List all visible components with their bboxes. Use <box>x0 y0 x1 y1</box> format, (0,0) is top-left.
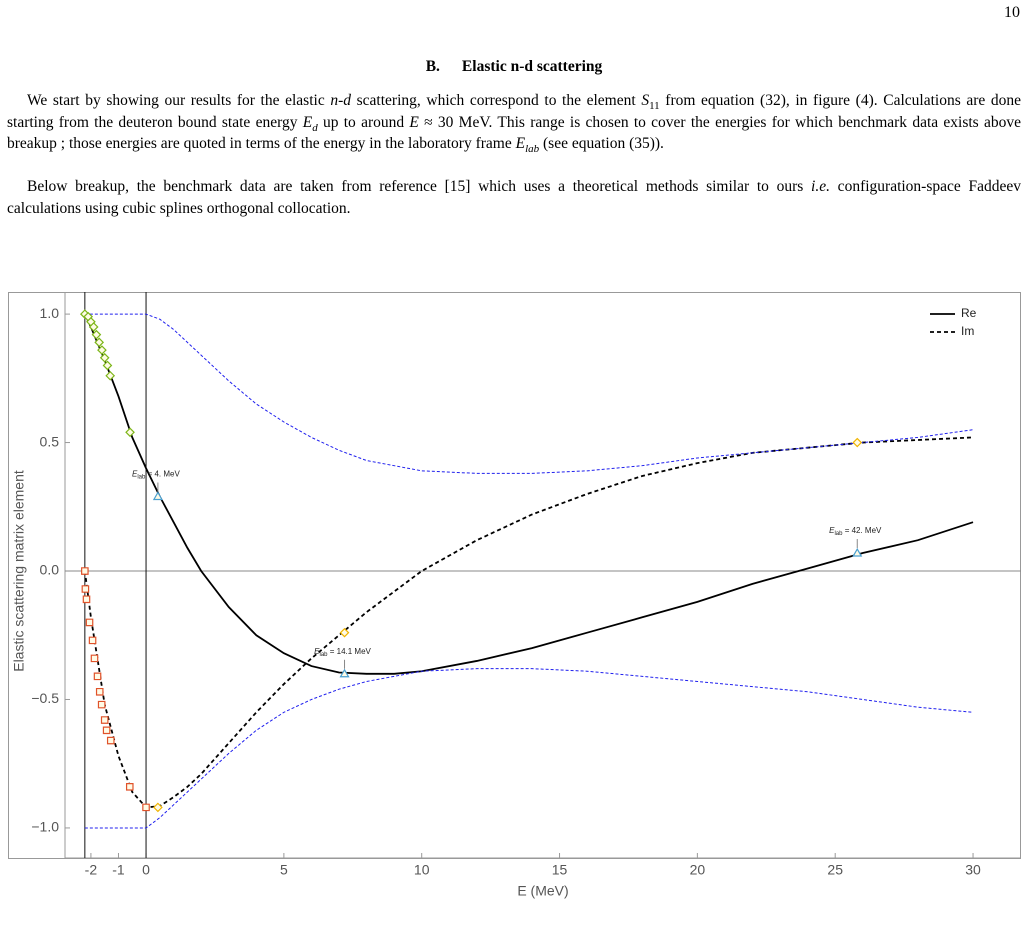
marker <box>125 783 134 791</box>
marker <box>339 668 350 678</box>
y-tick-label: 1.0 <box>40 305 60 321</box>
x-tick-label: 10 <box>414 862 430 878</box>
marker <box>85 618 94 627</box>
annotation-text: = 42. MeV <box>842 526 882 535</box>
marker <box>102 726 111 735</box>
math: S <box>641 92 650 109</box>
text: from equation (32), in figure (4). Calcu… <box>7 92 1022 131</box>
x-axis-label: E (MeV) <box>517 883 568 899</box>
y-axis-label: Elastic scattering matrix element <box>11 470 27 672</box>
marker <box>81 585 90 593</box>
text: configuration-space Faddeev calculations… <box>7 178 1021 217</box>
x-tick-label: 5 <box>280 862 288 878</box>
annotation-text: = 4. MeV <box>145 470 180 479</box>
y-tick-label: 0.0 <box>40 562 60 578</box>
marker <box>88 636 97 645</box>
section-title: Elastic n-d scattering <box>461 58 603 75</box>
text: Below breakup, the benchmark data are ta… <box>27 178 812 195</box>
text: ≈ 30 MeV. This range is chosen to cover … <box>7 113 1021 153</box>
marker <box>152 491 163 501</box>
marker <box>97 700 106 709</box>
marker <box>142 803 150 812</box>
marker <box>88 322 99 332</box>
annotation: Elab = 42. MeV <box>829 526 882 536</box>
section-number: B. <box>425 58 440 75</box>
series-line <box>83 436 974 809</box>
marker <box>100 716 109 724</box>
marker <box>99 352 110 363</box>
marker <box>153 802 163 813</box>
annotation: Elab = 4. MeV <box>132 470 180 480</box>
annotation-symbol: E <box>132 470 138 479</box>
x-tick-label: 20 <box>690 862 706 878</box>
text: (see equation (35)). <box>539 135 664 152</box>
section-heading: B. Elastic n-d scattering <box>0 58 1028 76</box>
annotation-symbol: E <box>829 526 835 535</box>
x-tick-label: -2 <box>85 862 98 878</box>
marker <box>82 595 91 604</box>
paragraph: We start by showing our results for the … <box>7 90 1021 155</box>
marker <box>106 736 115 745</box>
text: We start by showing our results for the … <box>27 92 331 109</box>
math: n-d <box>330 92 352 109</box>
y-tick-label: −0.5 <box>31 690 59 706</box>
y-tick-label: −1.0 <box>31 819 59 835</box>
marker <box>852 437 863 448</box>
series-line <box>84 313 974 474</box>
y-tick-label: 0.5 <box>40 433 60 449</box>
x-tick-label: 25 <box>827 862 843 878</box>
legend-label: Im <box>961 324 974 338</box>
math: E <box>515 135 526 152</box>
marker <box>852 547 863 557</box>
text-italic: i.e. <box>811 178 830 195</box>
page-number: 10 <box>1004 4 1020 21</box>
series-line <box>84 313 974 675</box>
math: E <box>409 113 419 131</box>
annotation-subscript: lab <box>834 531 843 537</box>
math-subscript: d <box>312 121 318 134</box>
x-tick-label: 0 <box>142 862 150 878</box>
annotation: Elab = 14.1 MeV <box>314 647 371 657</box>
x-tick-label: 30 <box>965 862 981 878</box>
marker <box>91 329 102 340</box>
marker <box>105 370 116 381</box>
marker <box>125 427 135 438</box>
text: up to around <box>317 113 410 131</box>
marker <box>339 627 350 638</box>
annotation-subscript: lab <box>137 474 146 480</box>
annotation-subscript: lab <box>320 651 329 657</box>
chart-frame <box>8 292 1021 859</box>
marker <box>95 687 104 696</box>
text: scattering, which correspond to the elem… <box>351 92 642 109</box>
x-tick-label: 15 <box>552 862 568 878</box>
marker <box>94 337 105 348</box>
marker <box>90 654 99 663</box>
math-subscript: 11 <box>649 100 660 113</box>
marker <box>102 360 113 371</box>
series-line <box>84 668 974 829</box>
paragraph: Below breakup, the benchmark data are ta… <box>7 176 1021 219</box>
annotation-text: = 14.1 MeV <box>328 647 372 656</box>
marker <box>97 345 107 355</box>
annotation-symbol: E <box>314 647 320 656</box>
legend-label: Re <box>961 306 977 320</box>
x-tick-label: -1 <box>112 862 125 878</box>
marker <box>81 567 89 575</box>
chart: E (MeV) Elastic scattering matrix elemen… <box>8 292 1021 899</box>
marker <box>93 672 102 681</box>
math-subscript: lab <box>525 143 540 156</box>
math: E <box>302 113 313 131</box>
